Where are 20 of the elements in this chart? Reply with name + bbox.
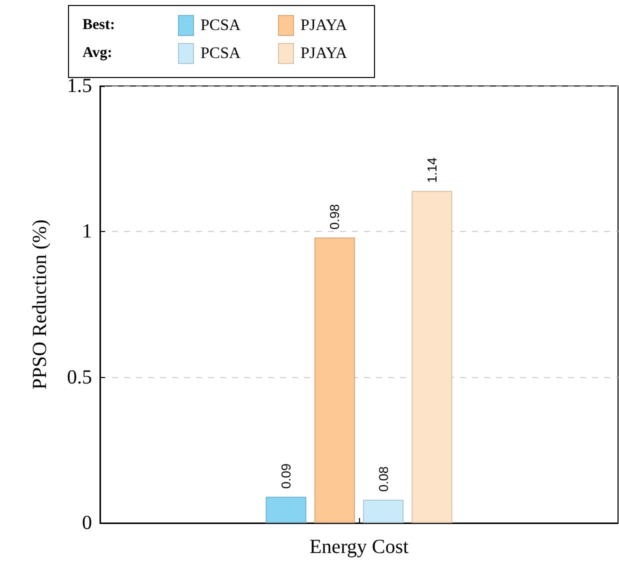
data-label: 1.14 bbox=[424, 158, 440, 183]
legend-label: PCSA bbox=[200, 45, 241, 62]
x-tick-label: Energy Cost bbox=[309, 536, 409, 558]
data-label: 0.98 bbox=[327, 204, 342, 230]
bar bbox=[412, 190, 452, 523]
legend-label: PJAYA bbox=[300, 17, 348, 34]
bar bbox=[314, 237, 355, 523]
bar bbox=[363, 500, 404, 523]
y-tick-label: 0.5 bbox=[67, 366, 92, 388]
text: Best: bbox=[82, 17, 115, 33]
y-tick-label: 0 bbox=[82, 512, 92, 534]
data-label: 0.08 bbox=[376, 466, 391, 492]
y-axis-title: PPSO Reduction (%) bbox=[29, 220, 51, 390]
text: Avg: bbox=[82, 45, 112, 61]
y-tick-label: 1.5 bbox=[67, 75, 92, 97]
bar bbox=[266, 496, 306, 523]
data-label: 0.09 bbox=[278, 463, 294, 489]
legend-label: PCSA bbox=[200, 17, 241, 34]
y-tick-label: 1 bbox=[82, 220, 92, 243]
legend-label: PJAYA bbox=[300, 45, 348, 62]
